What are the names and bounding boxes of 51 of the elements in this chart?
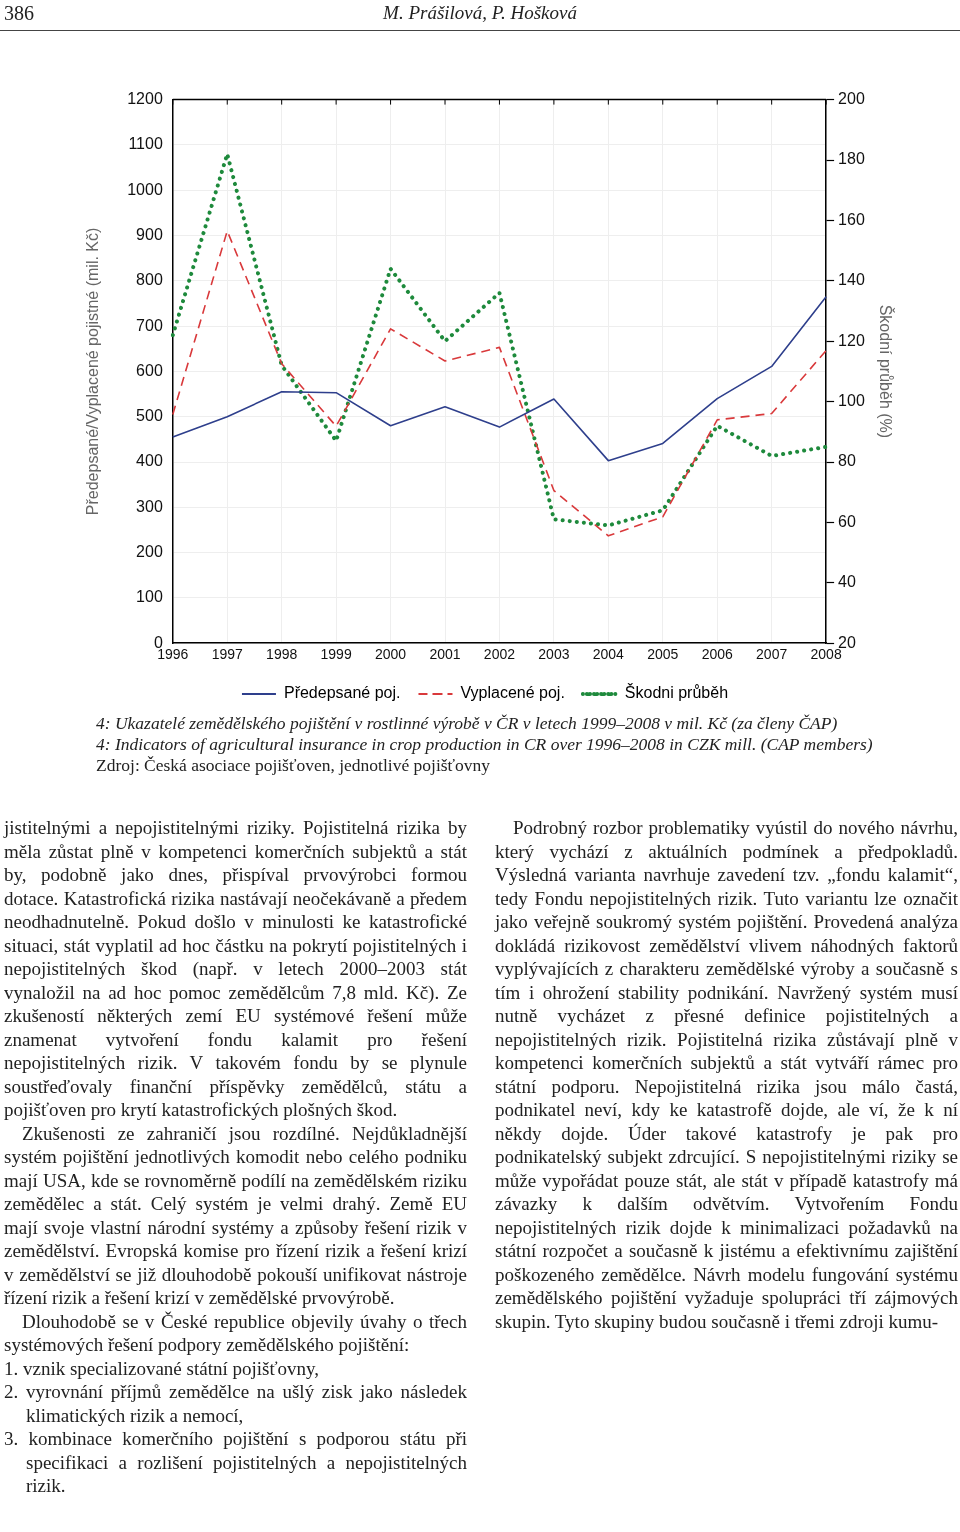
- y-tick-label: 400: [136, 452, 163, 470]
- text: Dlouhodobě se v České republice objevily úvahy o třech systémových řešení podpory zemědělského pojištění:: [4, 1309, 467, 1357]
- x-tick-label: 2003: [538, 646, 570, 663]
- x-tick-label: 2005: [647, 646, 679, 663]
- text: 4: Ukazatelé zemědělského pojištění v rostlinné výrobě v ČR v letech 1999–2008 v mil. Kč (za členy ČAP): [96, 713, 839, 734]
- y2-tick-label: 40: [838, 573, 856, 591]
- y2-tick-label: 160: [838, 210, 865, 228]
- y-tick-label: 700: [136, 316, 163, 334]
- y-tick-label: 1000: [127, 180, 163, 198]
- y-tick-label: 600: [136, 361, 163, 379]
- x-tick-label: 1998: [266, 646, 298, 663]
- y-tick-label: 1100: [128, 135, 163, 153]
- text: 1. vznik specializované státní pojišťovny,: [4, 1356, 321, 1380]
- y2-tick-label: 120: [838, 331, 865, 349]
- legend-label: Škodni průběh: [624, 683, 729, 702]
- legend-label: Předepsané poj.: [283, 684, 401, 702]
- y2-tick-label: 180: [838, 150, 865, 168]
- x-tick-label: 2001: [429, 646, 461, 663]
- x-tick-label: 2006: [701, 646, 733, 663]
- y2-axis-title: Škodní průběh (%): [876, 304, 895, 439]
- text: 2. vyrovnání příjmů zemědělce na ušlý zisk jako následek klimatických rizik a nemocí,: [4, 1380, 467, 1427]
- text: jistitelnými a nepojistitelnými riziky. Pojistitelná rizika by měla zůstat plně v kompetenci komerčních subjektů a stát by, podobně jako dnes, přispíval prvovýrobci formou dotace. Katastrofická rizika nastávají neočekávaně a předem neodhadnutelně. Pokud došlo v minulosti ke katastrofické situaci, stát vyplatil ad hoc částku na pokrytí pojistitelných i nepojistitelných škod (např. v letech 2000–2003 stát vynaložil na ad hoc pomoc zemědělcům 7,8 mld. Kč). Ze zkušeností některých zemí EU systémové řešení může znamenat vytvoření fondu kalamit pro řešení nepojistitelných rizik. V takovém fondu by se plynule soustřeďovaly finanční příspěvky zemědělců, státu a pojišťoven pro krytí katastrofických plošných škod.: [4, 817, 467, 1120]
- text: 386: [4, 2, 34, 25]
- text: Zdroj: Česká asociace pojišťoven, jednotlivé pojišťovny: [96, 755, 492, 776]
- x-tick-label: 1997: [211, 646, 244, 663]
- y-axis-title: Předepsané/Vyplacené pojistné (mil. Kč): [84, 227, 102, 516]
- text: 4: Indicators of agricultural insurance in crop production in CR over 1996–2008 in CZK mill. (CAP members): [96, 734, 874, 755]
- text: Podrobný rozbor problematiky vyústil do nového návrhu, který vychází z aktuálních podmínek a předpokladů. Výsledná varianta navrhuje zavedení tzv. „fondu kalamit“, tedy Fondu nepojistitelných rizik. Tuto variantu lze označit jako veřejně soukromý systém pojištění. Provedená analýza dokládá rizikovost zemědělství vlivem náhodných faktorů vyplývajících z charakteru zemědělské výroby a současně s tím i ohrožení stability podnikání. Navržený systém musí nutně vycházet z přesné definice pojistitelných a nepojistitelných rizik. Pojistitelná rizika zůstávají plně v kompetenci komerčních subjektů a stát vytváří rámec pro státní podporu. Nepojistitelná rizika jsou málo častá, podnikatel neví, kdy ke katastrofě dojde, ale ví, že k ní někdy dojde. Úder takové katastrofy je pak pro podnikatelský subjekt zdrcující. S nepojistitelnými riziky se může vypořádat pouze stát, ale stát v případě katastrofy má závazky k dalším odvětvím. Vytvořením Fondu nepojistitelných rizik dojde k minimalizaci požadavků na státní rozpočet a současně k jistému a efektivnímu zajištění poškozeného zemědělce. Návrh modelu fungování systému zemědělského pojištění vyžaduje spolupráci tří zájmových skupin. Tyto skupiny budou současně i třemi zdroji kumu-: [495, 817, 958, 1332]
- y2-tick-label: 140: [838, 271, 865, 289]
- y2-tick-label: 60: [838, 512, 856, 530]
- x-tick-label: 1999: [320, 646, 352, 663]
- y-tick-label: 1200: [127, 90, 163, 108]
- y-tick-label: 900: [136, 225, 163, 243]
- y-tick-label: 300: [136, 497, 163, 515]
- y2-tick-label: 100: [838, 392, 865, 410]
- y2-tick-label: 200: [838, 90, 865, 108]
- y-tick-label: 200: [136, 543, 163, 561]
- text: M. Prášilová, P. Hošková: [383, 2, 577, 23]
- line-series: [170, 151, 829, 528]
- line-series: [171, 230, 827, 537]
- text: Zkušenosti ze zahraničí jsou rozdílné. Nejdůkladnější systém pojištění jednotlivých komodit nebo celého podniku mají USA, kde se rovnoměrně podílí na zemědělském riziku zemědělec a stát. Celý systém je velmi drahý. Země EU mají svoje vlastní národní systémy a způsoby řešení rizik v zemědělství. Evropská komise pro řízení rizik a řešení krizí v zemědělství se již dlouhodobě pokouší unifikovat nástroje řízení rizik a řešení krizí v zemědělské prvovýrobě.: [4, 1121, 467, 1310]
- x-tick-label: 2004: [592, 646, 625, 663]
- x-tick-label: 2007: [756, 646, 788, 663]
- legend-label: Vyplacené poj.: [460, 684, 565, 702]
- y-tick-label: 800: [136, 271, 163, 289]
- y-tick-label: 500: [136, 407, 163, 425]
- x-tick-label: 2002: [483, 646, 516, 663]
- y2-tick-label: 80: [838, 452, 856, 470]
- text: 3. kombinace komerčního pojištění s podporou státu při specifikaci a rozlišení pojistitelných a nepojistitelných rizik.: [4, 1427, 467, 1498]
- y-tick-label: 100: [136, 588, 163, 606]
- x-tick-label: 2000: [374, 646, 407, 663]
